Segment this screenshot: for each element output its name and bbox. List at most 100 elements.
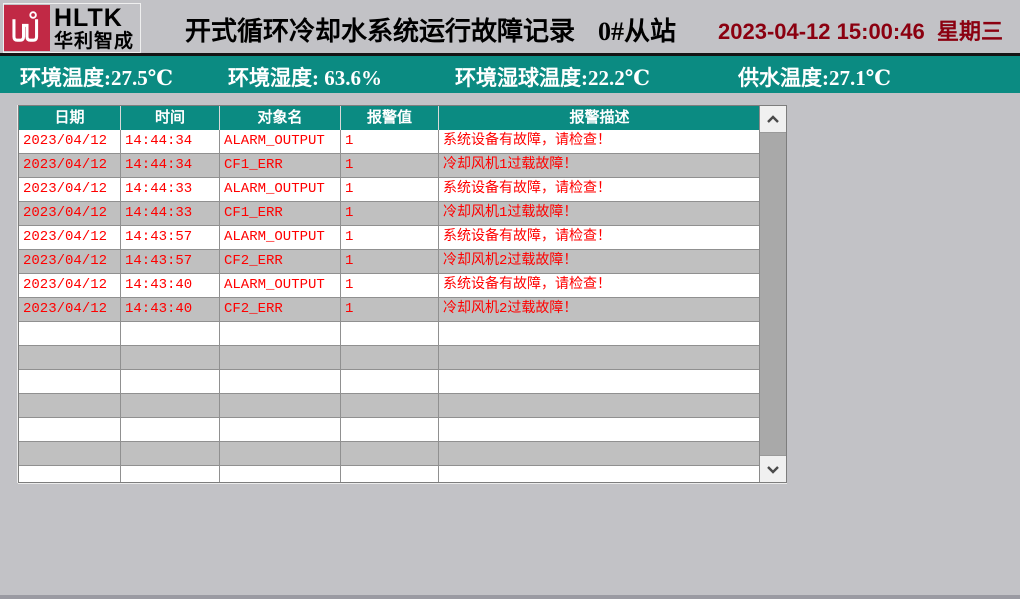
cell-object: CF2_ERR bbox=[220, 250, 341, 273]
cell-value bbox=[341, 322, 439, 345]
cell-date: 2023/04/12 bbox=[19, 298, 121, 321]
cell-time: 14:43:57 bbox=[121, 226, 220, 249]
cell-date bbox=[19, 322, 121, 345]
station-label: 0#从站 bbox=[598, 17, 677, 46]
cell-time: 14:43:40 bbox=[121, 298, 220, 321]
cell-object: ALARM_OUTPUT bbox=[220, 226, 341, 249]
cell-desc: 系统设备有故障，请检查！ bbox=[443, 181, 611, 197]
cell-date: 2023/04/12 bbox=[19, 202, 121, 225]
empty-table-row[interactable] bbox=[19, 394, 760, 418]
supply-water-temp-reading: 供水温度:27.1℃ bbox=[738, 66, 891, 90]
page-title: 开式循环冷却水系统运行故障记录 bbox=[185, 17, 576, 46]
top-bar: HLTK 华利智成 开式循环冷却水系统运行故障记录 0#从站 2023-04-1… bbox=[0, 0, 1020, 53]
cell-desc bbox=[439, 466, 760, 482]
cell-desc: 系统设备有故障，请检查！ bbox=[443, 229, 611, 245]
cell-value bbox=[341, 394, 439, 417]
chevron-down-icon bbox=[767, 465, 779, 474]
cell-object bbox=[220, 370, 341, 393]
cell-value: 1 bbox=[341, 298, 439, 321]
cell-value: 1 bbox=[341, 226, 439, 249]
cell-time bbox=[121, 466, 220, 482]
datetime-value: 2023-04-12 15:00:46 bbox=[718, 19, 925, 44]
column-header: 时间 bbox=[121, 106, 220, 130]
cell-desc bbox=[439, 370, 760, 393]
cell-value bbox=[341, 418, 439, 441]
cell-object: ALARM_OUTPUT bbox=[220, 130, 341, 153]
logo-abbr: HLTK bbox=[54, 3, 123, 32]
empty-table-row[interactable] bbox=[19, 466, 760, 482]
hltk-logo-icon bbox=[4, 5, 50, 51]
weekday-value: 星期三 bbox=[936, 19, 1003, 44]
cell-date bbox=[19, 346, 121, 369]
alarm-table-row[interactable]: 2023/04/12 14:44:34 ALARM_OUTPUT 1 系统设备有故障，请… bbox=[19, 130, 760, 154]
company-logo: HLTK 华利智成 bbox=[3, 3, 142, 53]
cell-time bbox=[121, 346, 220, 369]
vertical-scrollbar[interactable] bbox=[759, 106, 786, 482]
cell-object: ALARM_OUTPUT bbox=[220, 274, 341, 297]
cell-value: 1 bbox=[341, 154, 439, 177]
column-header: 日期 bbox=[19, 106, 121, 130]
cell-date: 2023/04/12 bbox=[19, 250, 121, 273]
cell-desc bbox=[439, 394, 760, 417]
logo-company-name: 华利智成 bbox=[54, 30, 135, 52]
alarm-table-row[interactable]: 2023/04/12 14:44:34 CF1_ERR 1 冷却风机1过载故障！ bbox=[19, 154, 760, 178]
env-wetbulb-temp-reading: 环境湿球温度:22.2℃ bbox=[455, 66, 650, 90]
empty-table-row[interactable] bbox=[19, 442, 760, 466]
datetime-display: 2023-04-12 15:00:46 星期三 bbox=[718, 14, 1003, 46]
column-header: 对象名 bbox=[220, 106, 341, 130]
cell-value bbox=[341, 346, 439, 369]
cell-date bbox=[19, 442, 121, 465]
cell-time bbox=[121, 370, 220, 393]
cell-date bbox=[19, 370, 121, 393]
environment-readings-bar: 环境温度:27.5℃ 环境湿度: 63.6% 环境湿球温度:22.2℃ 供水温度… bbox=[0, 56, 1020, 93]
cell-time bbox=[121, 418, 220, 441]
chevron-up-icon bbox=[767, 114, 779, 123]
cell-desc bbox=[439, 346, 760, 369]
cell-time: 14:43:57 bbox=[121, 250, 220, 273]
cell-object bbox=[220, 394, 341, 417]
alarm-table-row[interactable]: 2023/04/12 14:44:33 CF1_ERR 1 冷却风机1过载故障！ bbox=[19, 202, 760, 226]
cell-object bbox=[220, 466, 341, 482]
alarm-table-row[interactable]: 2023/04/12 14:43:40 CF2_ERR 1 冷却风机2过载故障！ bbox=[19, 298, 760, 322]
cell-value: 1 bbox=[341, 178, 439, 201]
table-header-row: 日期 时间 对象名 报警值 报警描述 bbox=[19, 106, 760, 130]
cell-time: 14:44:34 bbox=[121, 154, 220, 177]
env-humidity-reading: 环境湿度: 63.6% bbox=[228, 66, 382, 90]
cell-desc: 冷却风机1过载故障！ bbox=[443, 205, 578, 221]
alarm-table-row[interactable]: 2023/04/12 14:43:57 CF2_ERR 1 冷却风机2过载故障！ bbox=[19, 250, 760, 274]
cell-value: 1 bbox=[341, 250, 439, 273]
cell-desc: 系统设备有故障，请检查！ bbox=[443, 277, 611, 293]
cell-object: CF2_ERR bbox=[220, 298, 341, 321]
cell-desc: 冷却风机1过载故障！ bbox=[443, 157, 578, 173]
cell-object: CF1_ERR bbox=[220, 154, 341, 177]
cell-date: 2023/04/12 bbox=[19, 274, 121, 297]
cell-object: CF1_ERR bbox=[220, 202, 341, 225]
alarm-table-row[interactable]: 2023/04/12 14:43:57 ALARM_OUTPUT 1 系统设备有故障，请… bbox=[19, 226, 760, 250]
cell-value bbox=[341, 442, 439, 465]
cell-desc: 冷却风机2过载故障！ bbox=[443, 301, 578, 317]
cell-object bbox=[220, 442, 341, 465]
empty-table-row[interactable] bbox=[19, 370, 760, 394]
scroll-down-button[interactable] bbox=[760, 455, 786, 482]
cell-time: 14:44:33 bbox=[121, 202, 220, 225]
scroll-up-button[interactable] bbox=[760, 106, 786, 133]
cell-object bbox=[220, 346, 341, 369]
env-temperature-reading: 环境温度:27.5℃ bbox=[20, 66, 173, 90]
empty-table-row[interactable] bbox=[19, 418, 760, 442]
cell-date: 2023/04/12 bbox=[19, 226, 121, 249]
column-header: 报警值 bbox=[341, 106, 439, 130]
cell-date bbox=[19, 394, 121, 417]
cell-object bbox=[220, 322, 341, 345]
cell-time: 14:44:34 bbox=[121, 130, 220, 153]
cell-date: 2023/04/12 bbox=[19, 130, 121, 153]
logo-text: HLTK 华利智成 bbox=[54, 3, 135, 52]
cell-time bbox=[121, 394, 220, 417]
cell-value: 1 bbox=[341, 202, 439, 225]
alarm-table-row[interactable]: 2023/04/12 14:43:40 ALARM_OUTPUT 1 系统设备有故障，请… bbox=[19, 274, 760, 298]
empty-table-row[interactable] bbox=[19, 346, 760, 370]
alarm-table-row[interactable]: 2023/04/12 14:44:33 ALARM_OUTPUT 1 系统设备有故障，请… bbox=[19, 178, 760, 202]
empty-table-row[interactable] bbox=[19, 322, 760, 346]
bottom-edge-strip bbox=[0, 595, 1020, 599]
cell-desc: 系统设备有故障，请检查！ bbox=[443, 133, 611, 149]
